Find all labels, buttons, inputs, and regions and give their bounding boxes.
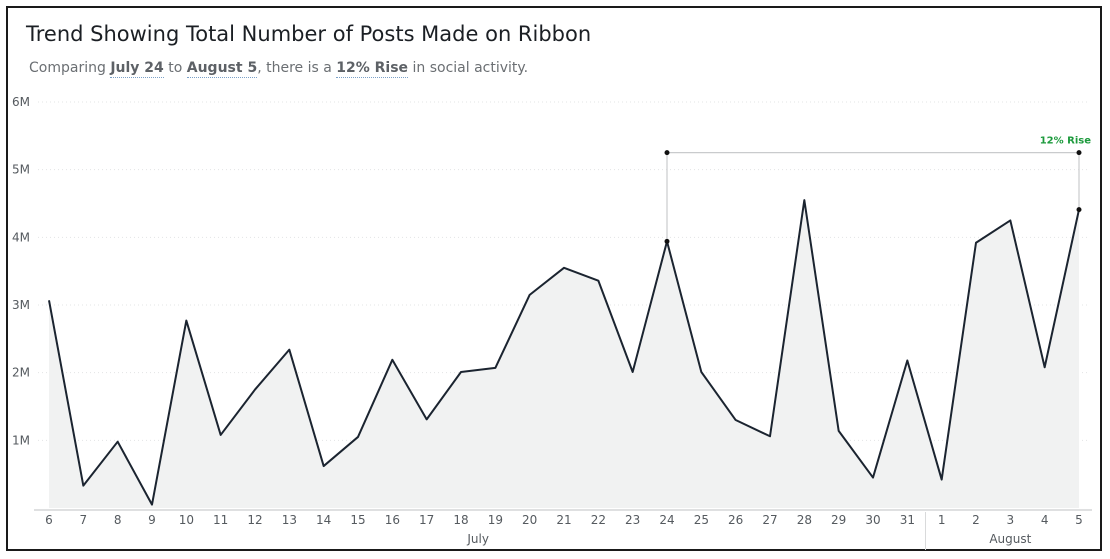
area-fill xyxy=(49,200,1079,508)
x-tick-label: 4 xyxy=(1041,513,1049,527)
y-axis: 6M 5M 4M 3M 2M 1M xyxy=(12,95,30,447)
x-tick-label: 24 xyxy=(659,513,674,527)
subtitle-suffix: in social activity. xyxy=(408,60,529,76)
x-tick-label: 7 xyxy=(80,513,88,527)
x-tick-label: 6 xyxy=(45,513,53,527)
x-tick-label: 9 xyxy=(148,513,156,527)
x-tick-label: 16 xyxy=(385,513,400,527)
x-tick-label: 23 xyxy=(625,513,640,527)
y-tick-label: 2M xyxy=(12,366,30,380)
x-tick-label: 28 xyxy=(797,513,812,527)
subtitle-to-date[interactable]: August 5 xyxy=(186,60,258,78)
x-tick-label: 25 xyxy=(694,513,709,527)
y-tick-label: 1M xyxy=(12,433,30,447)
x-tick-label: 15 xyxy=(350,513,365,527)
x-tick-label: 26 xyxy=(728,513,743,527)
subtitle-from-date[interactable]: July 24 xyxy=(110,60,164,78)
rise-annotation: 12% Rise xyxy=(664,136,1091,244)
x-tick-label: 2 xyxy=(972,513,980,527)
x-month-label: July xyxy=(466,532,489,546)
y-tick-label: 4M xyxy=(12,230,30,244)
x-tick-label: 3 xyxy=(1007,513,1015,527)
chart-subtitle: Comparing July 24 to August 5, there is … xyxy=(29,60,529,78)
x-tick-label: 1 xyxy=(938,513,946,527)
x-tick-label: 8 xyxy=(114,513,122,527)
x-tick-label: 14 xyxy=(316,513,331,527)
x-tick-label: 11 xyxy=(213,513,228,527)
x-tick-label: 30 xyxy=(865,513,880,527)
x-tick-label: 13 xyxy=(282,513,297,527)
x-tick-label: 10 xyxy=(179,513,194,527)
y-tick-label: 5M xyxy=(12,163,30,177)
x-month-label: August xyxy=(989,532,1031,546)
subtitle-mid-1: to xyxy=(163,60,187,76)
x-tick-label: 17 xyxy=(419,513,434,527)
y-tick-label: 3M xyxy=(12,298,30,312)
y-tick-label: 6M xyxy=(12,95,30,109)
annotation-label: 12% Rise xyxy=(1040,136,1091,147)
x-tick-label: 21 xyxy=(556,513,571,527)
subtitle-prefix: Comparing xyxy=(29,60,111,76)
subtitle-mid-2: , there is a xyxy=(257,60,337,76)
x-tick-label: 31 xyxy=(900,513,915,527)
x-tick-label: 20 xyxy=(522,513,537,527)
x-tick-label: 5 xyxy=(1075,513,1083,527)
annotation-dot xyxy=(1076,150,1082,156)
x-tick-label: 22 xyxy=(591,513,606,527)
x-tick-label: 12 xyxy=(247,513,262,527)
data-points xyxy=(48,200,1080,505)
subtitle-rise[interactable]: 12% Rise xyxy=(336,60,409,78)
x-tick-label: 19 xyxy=(488,513,503,527)
x-tick-label: 18 xyxy=(453,513,468,527)
x-tick-label: 29 xyxy=(831,513,846,527)
x-axis: 6 7 8 9 10 11 12 13 14 15 16 17 18 19 20 21 22 23 24 25 26 27… xyxy=(34,509,1092,550)
annotation-dot xyxy=(664,150,670,156)
x-tick-label: 27 xyxy=(762,513,777,527)
chart-title: Trend Showing Total Number of Posts Made… xyxy=(26,22,592,46)
